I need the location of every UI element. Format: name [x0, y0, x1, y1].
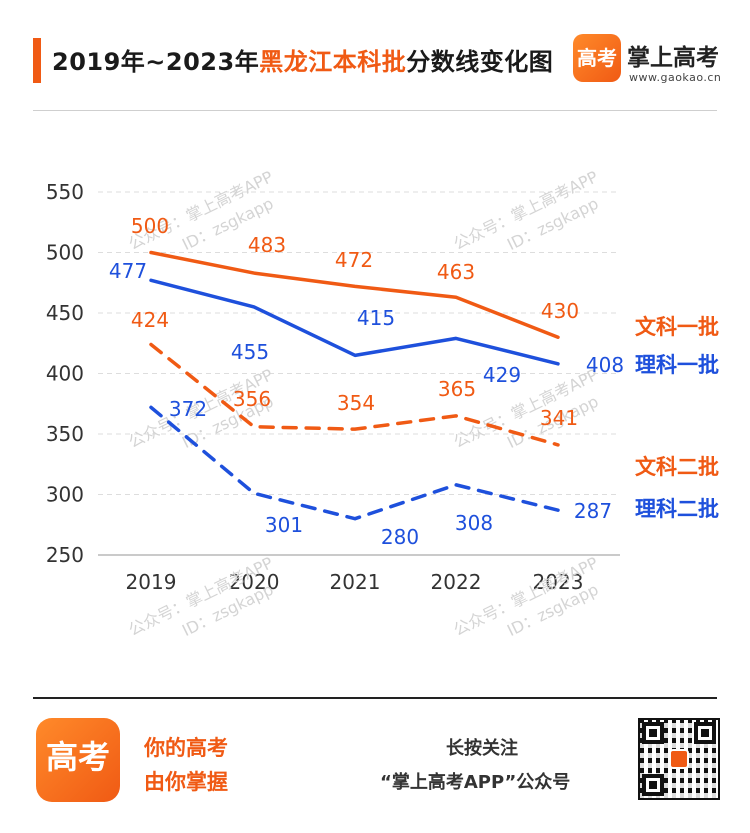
slogan-line-1: 你的高考 — [144, 736, 228, 760]
x-tick-label: 2023 — [533, 570, 584, 594]
y-tick-label: 300 — [46, 483, 84, 507]
qr-code[interactable] — [638, 718, 720, 800]
series-line-文科一批 — [149, 250, 560, 339]
brand-name: 掌上高考 — [627, 45, 719, 71]
y-tick-label: 350 — [46, 422, 84, 446]
data-label: 500 — [131, 214, 169, 238]
series-line-文科二批 — [149, 342, 560, 447]
legend-label: 理科一批 — [635, 353, 719, 377]
data-label: 483 — [248, 233, 286, 257]
footer-divider — [33, 697, 717, 699]
title-prefix: 2019年~2023年 — [52, 48, 260, 76]
title-suffix: 分数线变化图 — [406, 48, 554, 76]
legend-label: 文科二批 — [635, 455, 719, 479]
data-label: 365 — [438, 377, 476, 401]
qr-finder — [642, 722, 664, 744]
slogan-line-2: 由你掌握 — [144, 770, 228, 794]
footer: 高考 你的高考 由你掌握 长按关注 “掌上高考APP”公众号 — [0, 700, 750, 833]
brand[interactable]: 高考 掌上高考 www.gaokao.cn — [573, 34, 733, 92]
legend-label: 文科一批 — [635, 315, 719, 339]
data-label: 455 — [231, 340, 269, 364]
score-line-chart: 550 500 450 400 350 300 250 2019 2020 2021 2022 202… — [46, 167, 719, 640]
header-divider — [33, 110, 717, 111]
data-label: 429 — [483, 363, 521, 387]
qr-finder — [694, 722, 716, 744]
x-tick-label: 2020 — [229, 570, 280, 594]
data-label: 472 — [335, 248, 373, 272]
follow-hint: 长按关注 — [446, 738, 518, 759]
brand-url: www.gaokao.cn — [629, 71, 722, 84]
data-label: 415 — [357, 306, 395, 330]
follow-account: “掌上高考APP”公众号 — [380, 772, 571, 793]
data-label: 280 — [381, 525, 419, 549]
qr-finder — [642, 774, 664, 796]
y-tick-label: 500 — [46, 241, 84, 265]
page-title: 2019年~2023年黑龙江本科批分数线变化图 — [52, 42, 553, 77]
x-tick-label: 2019 — [126, 570, 177, 594]
y-tick-label: 250 — [46, 543, 84, 567]
series-line-理科一批 — [149, 278, 560, 366]
data-label: 477 — [109, 259, 147, 283]
data-label: 424 — [131, 308, 169, 332]
qr-center-logo-icon — [669, 749, 689, 769]
x-tick-label: 2022 — [431, 570, 482, 594]
series-line-理科二批 — [149, 405, 560, 521]
y-tick-label: 550 — [46, 180, 84, 204]
title-highlight: 黑龙江本科批 — [259, 48, 407, 76]
app-logo-icon[interactable]: 高考 — [36, 718, 120, 802]
data-label: 463 — [437, 260, 475, 284]
data-label: 430 — [541, 299, 579, 323]
data-label: 372 — [169, 397, 207, 421]
y-tick-label: 400 — [46, 362, 84, 386]
x-tick-label: 2021 — [330, 570, 381, 594]
data-label: 356 — [233, 387, 271, 411]
data-label: 301 — [265, 513, 303, 537]
data-label: 354 — [337, 391, 375, 415]
data-label: 341 — [540, 406, 578, 430]
gaokao-logo-icon: 高考 — [573, 34, 621, 82]
title-accent-bar — [33, 38, 41, 83]
data-label: 308 — [455, 511, 493, 535]
header: 2019年~2023年黑龙江本科批分数线变化图 高考 掌上高考 www.gaok… — [0, 0, 750, 110]
data-label: 287 — [574, 499, 612, 523]
y-tick-label: 450 — [46, 301, 84, 325]
data-label: 408 — [586, 353, 624, 377]
legend-label: 理科二批 — [635, 497, 719, 521]
